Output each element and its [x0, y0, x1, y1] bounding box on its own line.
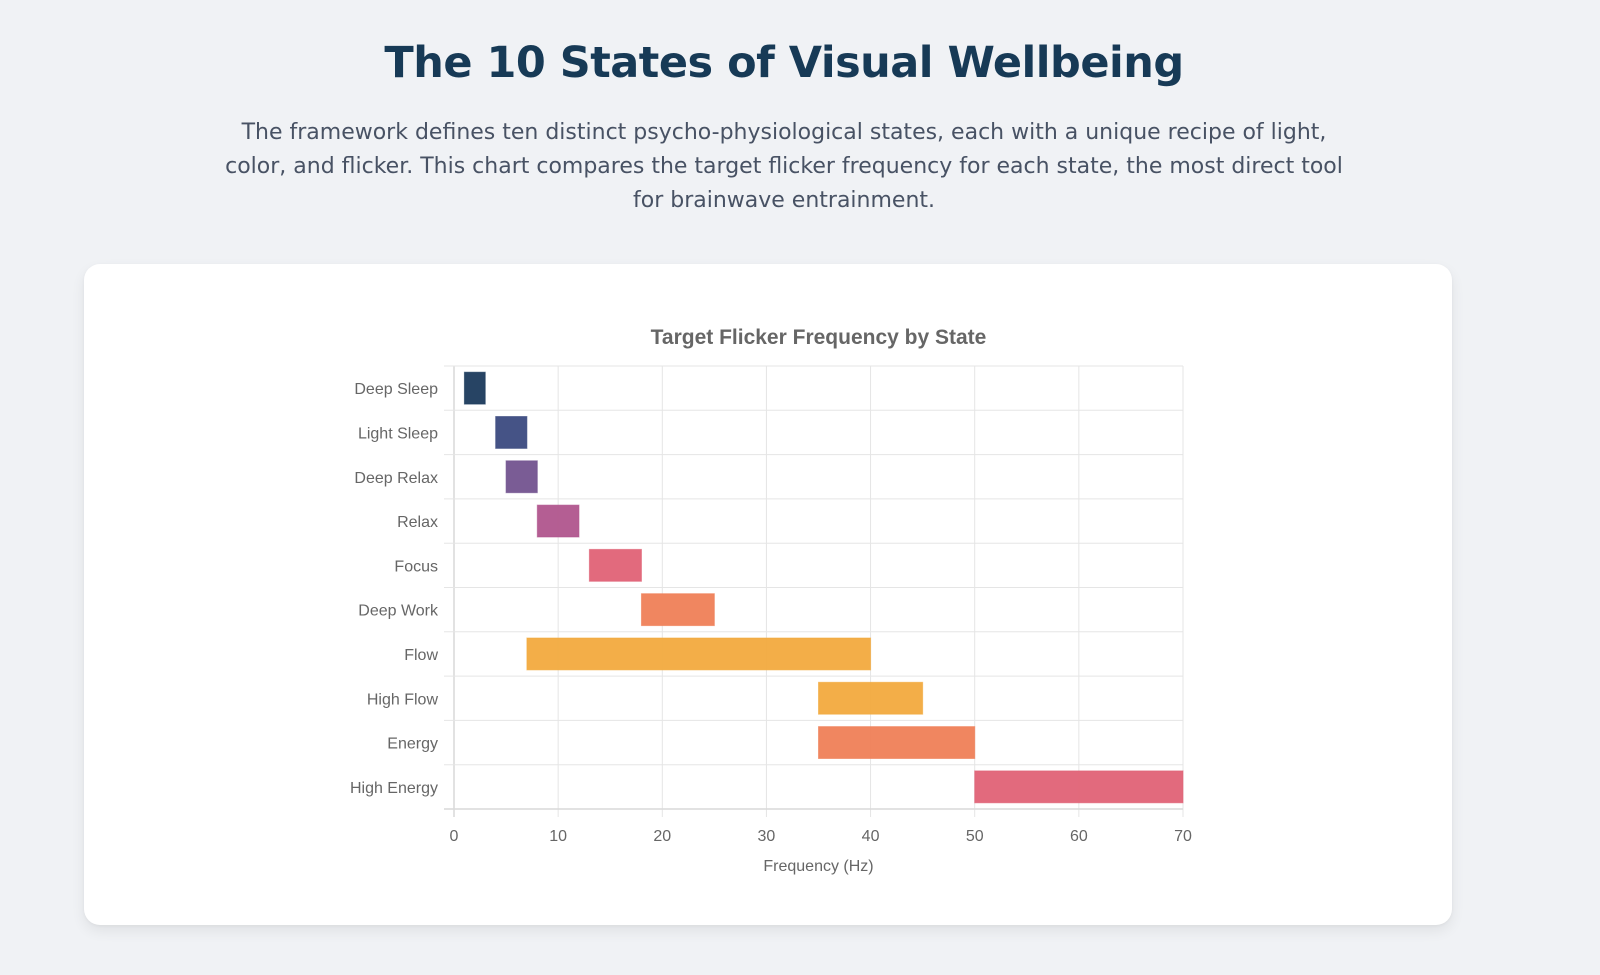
y-tick-label: Energy	[387, 736, 438, 753]
chart-title: Target Flicker Frequency by State	[651, 326, 987, 349]
flicker-frequency-chart: Target Flicker Frequency by State Deep S…	[350, 326, 1192, 875]
bar-light-sleep	[495, 416, 528, 449]
bar-focus	[588, 548, 642, 582]
x-tick-labels: 0 10 20 30 40 50 60 70	[450, 828, 1192, 845]
x-tick-label: 60	[1070, 828, 1088, 845]
y-tick-label: Deep Relax	[354, 470, 438, 487]
x-tick-label: 30	[758, 828, 776, 845]
x-axis-title: Frequency (Hz)	[763, 858, 873, 875]
page-subtitle: The framework defines ten distinct psych…	[225, 120, 1343, 213]
bars	[463, 371, 1184, 804]
y-tick-label: High Flow	[367, 691, 439, 708]
bar-deep-relax	[505, 460, 538, 494]
bar-energy	[818, 726, 976, 759]
bar-relax	[536, 504, 580, 538]
y-tick-label: Deep Sleep	[354, 381, 438, 398]
bar-deep-work	[640, 593, 715, 627]
y-tick-label: Relax	[397, 514, 438, 531]
x-tick-label: 0	[450, 828, 459, 845]
y-tick-label: High Energy	[350, 780, 438, 797]
bar-flow	[526, 637, 872, 671]
x-tick-label: 20	[653, 828, 671, 845]
x-tick-label: 10	[549, 828, 567, 845]
bar-high-energy	[974, 770, 1184, 804]
chart-card: Target Flicker Frequency by State Deep S…	[84, 264, 1452, 925]
y-tick-labels: Deep Sleep Light Sleep Deep Relax Relax Focu…	[350, 381, 439, 797]
x-tick-label: 50	[966, 828, 984, 845]
x-tick-label: 40	[862, 828, 880, 845]
grid-lines	[444, 365, 1184, 817]
page-title: The 10 States of Visual Wellbeing	[384, 38, 1184, 88]
x-tick-label: 70	[1174, 828, 1192, 845]
bar-deep-sleep	[463, 371, 486, 405]
y-tick-label: Focus	[394, 558, 438, 575]
y-tick-label: Light Sleep	[358, 425, 438, 442]
bar-high-flow	[818, 681, 924, 715]
y-tick-label: Flow	[404, 647, 438, 664]
y-tick-label: Deep Work	[358, 603, 439, 620]
